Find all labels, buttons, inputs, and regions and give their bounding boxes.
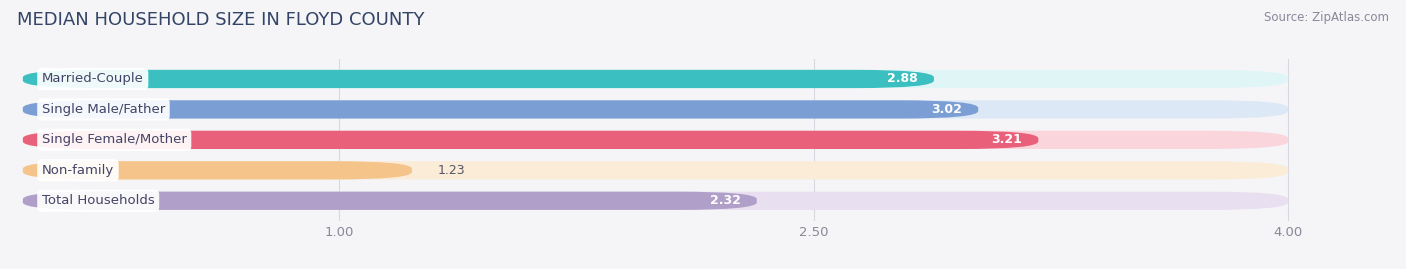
Text: Total Households: Total Households — [42, 194, 155, 207]
Text: Source: ZipAtlas.com: Source: ZipAtlas.com — [1264, 11, 1389, 24]
Text: MEDIAN HOUSEHOLD SIZE IN FLOYD COUNTY: MEDIAN HOUSEHOLD SIZE IN FLOYD COUNTY — [17, 11, 425, 29]
FancyBboxPatch shape — [22, 70, 934, 88]
FancyBboxPatch shape — [22, 100, 1288, 119]
FancyBboxPatch shape — [22, 100, 979, 119]
Text: 3.21: 3.21 — [991, 133, 1022, 146]
FancyBboxPatch shape — [22, 161, 412, 179]
Text: 3.02: 3.02 — [932, 103, 963, 116]
Text: Non-family: Non-family — [42, 164, 114, 177]
FancyBboxPatch shape — [22, 70, 1288, 88]
Text: Single Female/Mother: Single Female/Mother — [42, 133, 187, 146]
Text: Single Male/Father: Single Male/Father — [42, 103, 165, 116]
FancyBboxPatch shape — [22, 161, 1288, 179]
FancyBboxPatch shape — [22, 131, 1039, 149]
FancyBboxPatch shape — [22, 131, 1288, 149]
FancyBboxPatch shape — [22, 192, 756, 210]
Text: Married-Couple: Married-Couple — [42, 72, 143, 86]
Text: 2.32: 2.32 — [710, 194, 741, 207]
FancyBboxPatch shape — [22, 192, 1288, 210]
Text: 2.88: 2.88 — [887, 72, 918, 86]
Text: 1.23: 1.23 — [437, 164, 465, 177]
